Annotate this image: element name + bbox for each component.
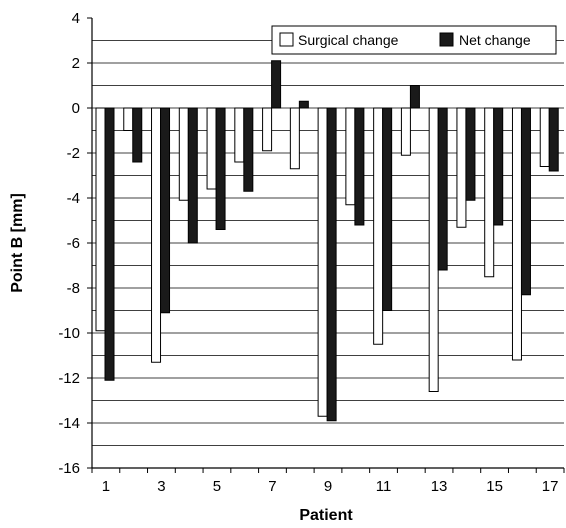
bar-surgical-change (234, 107, 245, 163)
bar-net-change (104, 107, 115, 381)
legend-swatch-net (439, 32, 454, 47)
bar-net-change (409, 85, 420, 109)
y-tick-label: -4 (67, 190, 80, 207)
axes-group (87, 17, 565, 473)
legend-box (271, 25, 557, 55)
bar-surgical-change (484, 107, 495, 278)
bar-surgical-change (511, 107, 522, 361)
x-tick-label: 15 (486, 478, 503, 495)
bar-surgical-change (456, 107, 467, 228)
x-tick-label: 1 (102, 478, 110, 495)
x-tick-label: 9 (324, 478, 332, 495)
y-tick-label: 4 (72, 10, 80, 27)
y-tick-label: -14 (58, 415, 80, 432)
bar-net-change (160, 107, 171, 314)
bar-surgical-change (539, 107, 550, 167)
y-tick-labels: 4 2 0 -2 -4 -6 -8 -10 -12 -14 -16 (58, 10, 80, 477)
bar-net-change (520, 107, 531, 296)
bar-surgical-change (178, 107, 189, 201)
y-axis-title: Point B [mm] (9, 193, 26, 293)
bar-net-change (243, 107, 254, 192)
legend-swatch-surgical (279, 32, 294, 47)
bar-surgical-change (317, 107, 328, 417)
y-tick-label: -10 (58, 325, 80, 342)
x-tick-label: 17 (542, 478, 559, 495)
y-tick-label: -12 (58, 370, 80, 387)
bar-surgical-change (151, 107, 162, 363)
bar-surgical-change (400, 107, 411, 156)
x-tick-label: 7 (268, 478, 276, 495)
bar-surgical-change (373, 107, 384, 345)
bar-surgical-change (123, 107, 134, 131)
x-axis-title: Patient (299, 507, 353, 524)
bar-surgical-change (345, 107, 356, 206)
bar-net-change (493, 107, 504, 226)
x-tick-label: 11 (376, 478, 392, 495)
bar-net-change (437, 107, 448, 271)
x-tick-label: 13 (431, 478, 448, 495)
x-tick-label: 5 (213, 478, 221, 495)
legend-label-net: Net change (459, 32, 531, 48)
y-tick-label: -8 (67, 280, 80, 297)
bar-surgical-change (262, 107, 273, 152)
bar-net-change (548, 107, 559, 172)
y-tick-label: -2 (67, 145, 80, 162)
bar-surgical-change (289, 107, 300, 170)
x-tick-label: 3 (157, 478, 165, 495)
bar-net-change (465, 107, 476, 201)
y-tick-label: -16 (58, 460, 80, 477)
bar-net-change (382, 107, 393, 311)
bar-surgical-change (428, 107, 439, 392)
bar-net-change (271, 60, 282, 109)
bar-net-change (187, 107, 198, 244)
x-tick-labels: 1 3 5 7 9 11 13 15 17 (102, 478, 559, 495)
bar-net-change (326, 107, 337, 422)
legend-label-surgical: Surgical change (298, 32, 399, 48)
bar-net-change (132, 107, 143, 163)
bar-net-change (215, 107, 226, 230)
bar-net-change (354, 107, 365, 226)
legend: Surgical change Net change (271, 25, 557, 55)
bar-net-change (298, 100, 309, 109)
y-tick-label: 0 (72, 100, 80, 117)
bar-surgical-change (95, 107, 106, 332)
y-tick-label: 2 (72, 55, 80, 72)
bars-group (95, 60, 559, 422)
bar-surgical-change (206, 107, 217, 190)
y-tick-label: -6 (67, 235, 80, 252)
